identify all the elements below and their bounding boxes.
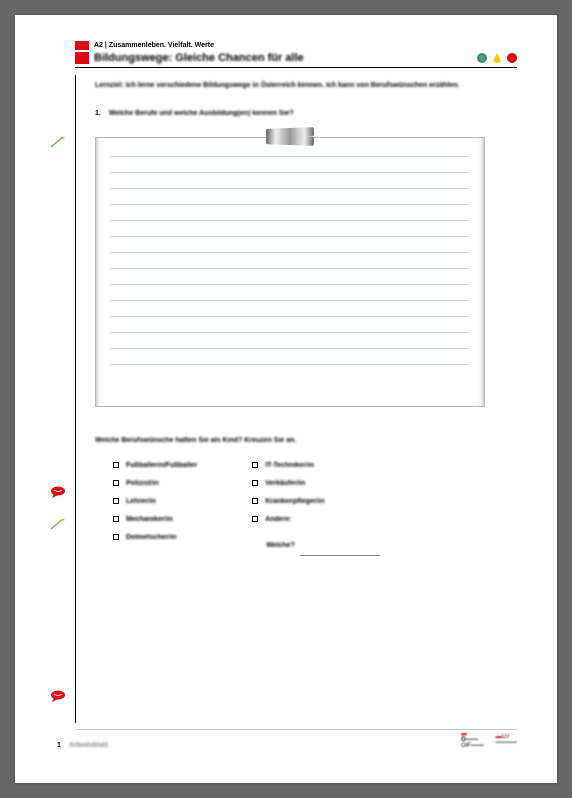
writing-line [110,172,470,173]
writing-line [110,236,470,237]
job-label: Andere: [265,516,291,523]
pencil-icon [492,53,502,63]
pencil-margin-icon [49,517,67,531]
worksheet-page: A2 | Zusammenleben. Vielfalt. Werte Bild… [15,15,557,783]
checkbox[interactable] [252,480,258,486]
job-option[interactable]: Dolmetscher/in [113,534,197,541]
writing-line [110,332,470,333]
job-label: IT-Techniker/in [265,462,314,469]
writing-line [110,348,470,349]
margin-rule [75,75,76,723]
writing-line [110,364,470,365]
speech-icon [507,53,517,63]
checkbox[interactable] [252,498,258,504]
learning-goal: Lernziel: Ich lerne verschiedene Bildung… [95,81,515,92]
page-number: 1 [57,742,61,749]
brand-box-large [75,52,89,64]
writing-line [110,188,470,189]
question-number: 1. [95,110,101,117]
header: A2 | Zusammenleben. Vielfalt. Werte Bild… [75,41,517,64]
question-2: Welche Berufswünsche hatten Sie als Kind… [95,437,515,444]
writing-line [110,204,470,205]
job-label: Dolmetscher/in [126,534,177,541]
checkbox[interactable] [113,534,119,540]
brand-box-small [75,41,89,50]
footer: 1 Arbeitsblatt ▬Ö═══OIF═══ ▬O7═════ [57,731,517,749]
question-1: 1. Welche Berufe und welche Ausbildung(e… [95,110,515,117]
checkbox-columns: Fußballerin/Fußballer Polizist/in Lehrer… [95,462,515,556]
checkbox[interactable] [113,516,119,522]
writing-line [110,300,470,301]
logo-oif: ▬O7═════ [496,734,517,746]
job-label: Krankenpfleger/in [265,498,325,505]
writing-box[interactable] [95,137,485,407]
speech-margin-icon [49,485,67,499]
writing-line [110,252,470,253]
content-area: Lernziel: Ich lerne verschiedene Bildung… [95,81,515,556]
writing-line [110,156,470,157]
writing-line [110,316,470,317]
job-option[interactable]: Polizist/in [113,480,197,487]
logo-ministry: ▬Ö═══OIF═══ [461,731,484,749]
question-text: Welche Berufe und welche Ausbildung(en) … [109,110,294,117]
job-label: Lehrer/in [126,498,156,505]
paper-clip-icon [263,126,317,148]
globe-icon [477,53,487,63]
checkbox[interactable] [252,462,258,468]
writing-line [110,284,470,285]
checkbox[interactable] [113,498,119,504]
checkbox[interactable] [252,516,258,522]
page-title: Bildungswege: Gleiche Chancen für alle [94,52,304,64]
job-label: Fußballerin/Fußballer [126,462,197,469]
job-option[interactable]: Mechaniker/in [113,516,197,523]
job-option[interactable]: Krankenpfleger/in [252,498,380,505]
job-label: Polizist/in [126,480,159,487]
pencil-margin-icon [49,135,67,149]
speech-margin-icon [49,689,67,703]
writing-line [110,220,470,221]
other-sublabel: Welche? [266,542,295,549]
header-rule [75,67,517,68]
footer-label: Arbeitsblatt [69,742,108,749]
job-label: Mechaniker/in [126,516,173,523]
writing-line [110,268,470,269]
job-option[interactable]: Verkäufer/in [252,480,380,487]
job-option[interactable]: Fußballerin/Fußballer [113,462,197,469]
column-right: IT-Techniker/in Verkäufer/in Krankenpfle… [252,462,380,556]
footer-rule [75,729,517,730]
checkbox[interactable] [113,462,119,468]
job-option[interactable]: IT-Techniker/in [252,462,380,469]
other-input-line[interactable] [300,555,380,556]
column-left: Fußballerin/Fußballer Polizist/in Lehrer… [113,462,197,556]
footer-logos: ▬Ö═══OIF═══ ▬O7═════ [461,731,517,749]
header-icons [477,53,517,63]
checkbox[interactable] [113,480,119,486]
job-label: Verkäufer/in [265,480,305,487]
job-option[interactable]: Andere: [252,516,380,523]
breadcrumb: A2 | Zusammenleben. Vielfalt. Werte [94,42,214,49]
job-option[interactable]: Lehrer/in [113,498,197,505]
